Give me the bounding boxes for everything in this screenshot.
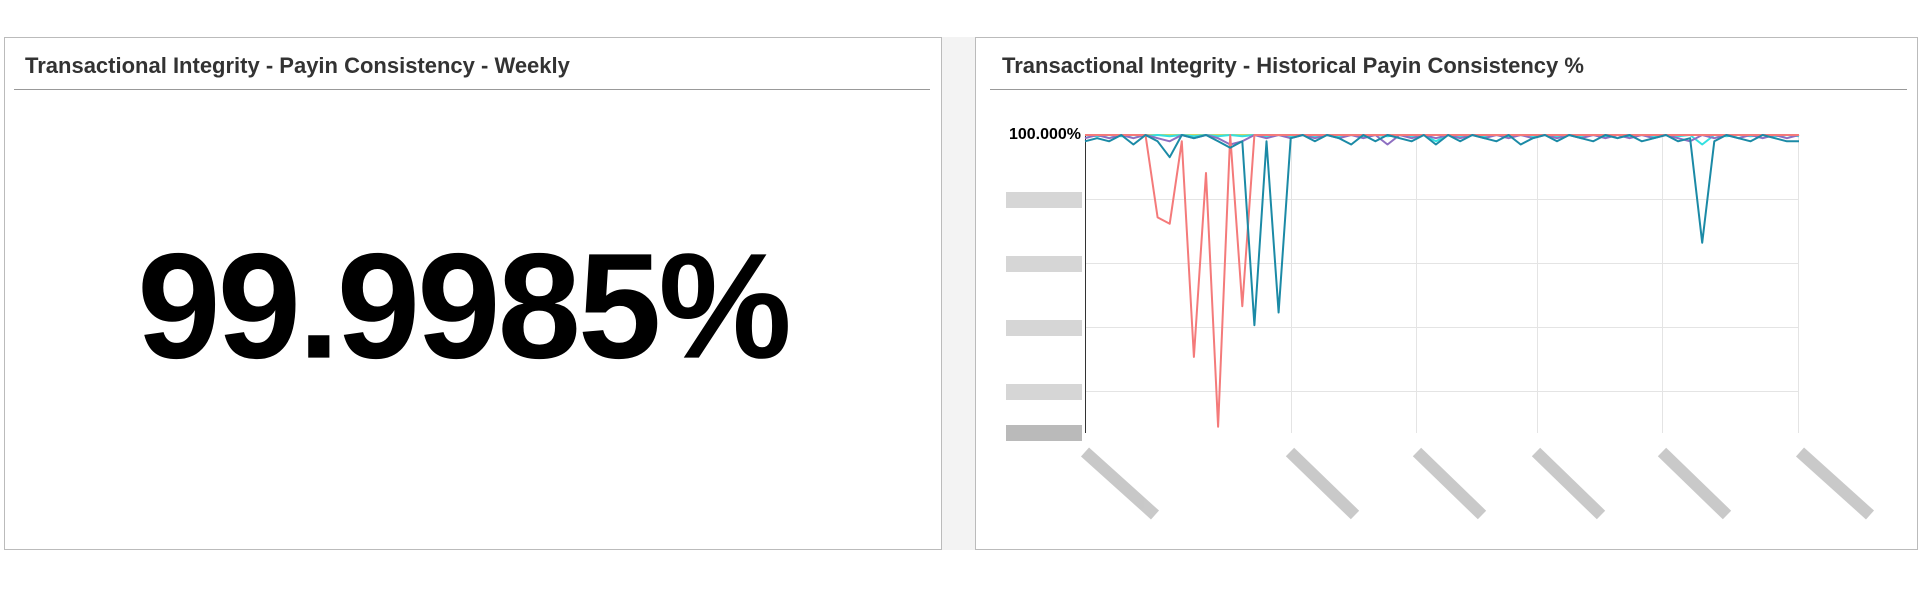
blurred-label [1006,256,1082,272]
y-tick-label: 100.000% [1009,126,1081,143]
blurred-label [1006,192,1082,208]
blurred-x-labels [1080,447,1875,520]
panel-title: Transactional Integrity - Historical Pay… [1002,53,1584,78]
grid [1085,135,1799,433]
blurred-label [1006,425,1082,441]
series-line [1084,134,1799,327]
blurred-labels [1006,192,1875,520]
gutter [942,37,975,550]
blurred-label [1006,320,1082,336]
series-line [1085,134,1799,428]
panel-title: Transactional Integrity - Payin Consiste… [25,53,571,78]
kpi-panel [4,37,942,550]
blurred-label [1006,384,1082,400]
chart-panel [975,37,1918,550]
kpi-value: 99.9985% [137,222,789,390]
